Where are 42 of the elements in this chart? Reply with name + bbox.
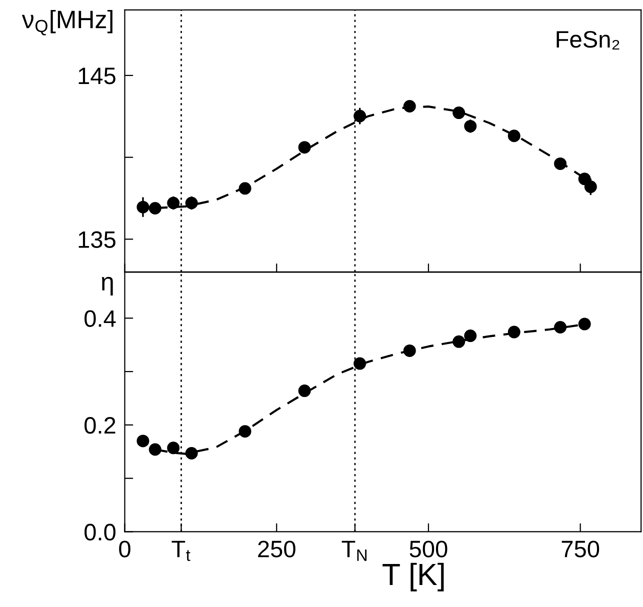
x-tick-label: T$_{t}$ [172,540,190,561]
point [452,335,466,348]
x-tick-label: 0 [119,540,130,558]
point [464,330,477,342]
y-tick-label: 0.4 [84,310,116,327]
point [136,200,150,214]
point [354,357,366,370]
point [554,157,567,170]
point [554,320,567,334]
point [136,434,150,448]
point [238,182,252,195]
point [185,446,198,460]
y-tick-label: 145 [78,68,116,84]
y-tick-label: 135 [78,231,116,248]
point [578,318,591,330]
x-tick-label: 750 [562,540,600,558]
point [298,384,311,398]
point [238,425,252,438]
point [148,202,162,214]
point [167,196,180,210]
point [148,443,162,456]
point [578,172,591,186]
point [403,344,416,357]
x-tick-label: T$_{N}$ [342,540,366,561]
point [167,442,180,454]
annotation: FeSn₂ [556,31,620,50]
point [508,326,520,338]
point [452,106,466,120]
x-axis-title: T [K] [382,562,444,592]
y-axis-title: η [102,276,113,296]
point [508,130,520,142]
point [464,120,477,132]
point [185,196,198,210]
y-tick-label: 0.2 [84,417,116,434]
x-tick-label: 250 [258,540,296,558]
point [403,100,416,112]
y-tick-label: 0.0 [84,524,116,541]
y-axis-title: ν$_{Q}$[MHz] [22,10,112,36]
point [298,141,311,154]
point [584,180,597,194]
x-tick-label: 500 [410,540,448,558]
point [354,110,366,122]
